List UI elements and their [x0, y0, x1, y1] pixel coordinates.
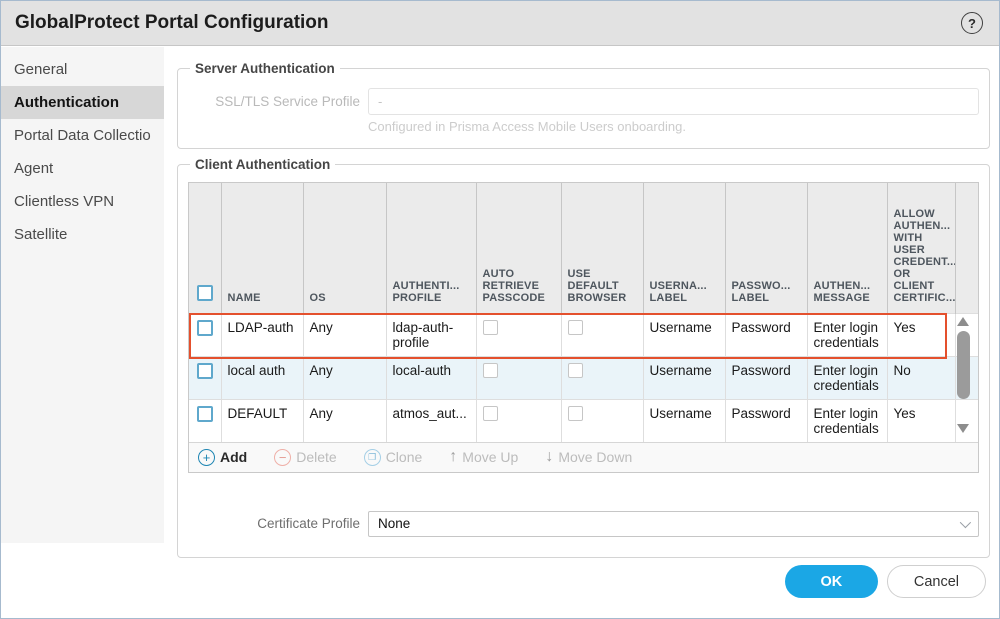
- ssl-tls-service-profile-input[interactable]: [368, 88, 979, 115]
- cell-auth-profile: ldap-auth-profile: [385, 312, 476, 356]
- move-up-button-label: Move Up: [462, 449, 519, 465]
- dialog-titlebar: GlobalProtect Portal Configuration ?: [1, 1, 999, 46]
- client-authentication-section: Client Authentication NAME OS: [177, 157, 990, 558]
- col-header-auto-retrieve-passcode[interactable]: AUTO RETRIEVE PASSCODE: [475, 183, 561, 313]
- certificate-profile-label: Certificate Profile: [257, 516, 360, 531]
- sidebar-item-agent[interactable]: Agent: [14, 160, 54, 177]
- ssl-tls-service-profile-label: SSL/TLS Service Profile: [215, 94, 360, 109]
- delete-button-label: Delete: [296, 449, 337, 465]
- plus-circle-icon: +: [198, 448, 215, 466]
- delete-button[interactable]: − Delete: [274, 448, 337, 466]
- content-panel: Server Authentication SSL/TLS Service Pr…: [164, 47, 999, 618]
- sidebar-item-portal-data-collection[interactable]: Portal Data Collectio: [14, 127, 151, 144]
- scrollbar-thumb[interactable]: [956, 331, 970, 399]
- auto-retrieve-passcode-checkbox[interactable]: [482, 319, 498, 335]
- table-header-row: NAME OS AUTHENTI... PROFILE AUTO RETRIEV…: [189, 183, 978, 313]
- move-up-button[interactable]: ↑ Move Up: [449, 448, 519, 466]
- table-row[interactable]: LDAP-auth Any ldap-auth-profile Username…: [189, 312, 978, 356]
- cell-auth-message: Enter login credentials: [806, 355, 887, 399]
- help-icon[interactable]: ?: [961, 12, 983, 34]
- client-authentication-legend: Client Authentication: [195, 157, 331, 172]
- cell-os: Any: [302, 355, 386, 399]
- cell-allow-auth: Yes: [886, 312, 955, 356]
- col-header-name[interactable]: NAME: [220, 183, 303, 313]
- cell-auth-message: Enter login credentials: [806, 312, 887, 356]
- col-header-password-label[interactable]: PASSWO... LABEL: [724, 183, 807, 313]
- ssl-tls-hint-text: Configured in Prisma Access Mobile Users…: [368, 119, 686, 134]
- clone-button[interactable]: ❐ Clone: [363, 448, 423, 466]
- col-header-auth-message[interactable]: AUTHEN... MESSAGE: [806, 183, 887, 313]
- select-all-checkbox[interactable]: [196, 284, 213, 301]
- scroll-up-arrow-icon[interactable]: [957, 317, 969, 326]
- certificate-profile-select[interactable]: None: [368, 510, 979, 537]
- server-authentication-legend: Server Authentication: [195, 61, 335, 76]
- clone-icon: ❐: [363, 448, 381, 466]
- cell-auth-profile: atmos_aut...: [385, 398, 476, 442]
- server-authentication-section: Server Authentication SSL/TLS Service Pr…: [177, 61, 990, 149]
- add-button-label: Add: [220, 449, 248, 465]
- row-select-checkbox[interactable]: [196, 405, 213, 422]
- cell-name: LDAP-auth: [220, 312, 303, 356]
- col-header-auth-profile[interactable]: AUTHENTI... PROFILE: [385, 183, 476, 313]
- cell-username-label: Username: [642, 355, 725, 399]
- auto-retrieve-passcode-checkbox[interactable]: [482, 405, 498, 421]
- cell-auth-message: Enter login credentials: [806, 398, 887, 442]
- add-button[interactable]: + Add: [198, 448, 248, 466]
- clone-button-label: Clone: [385, 449, 423, 465]
- arrow-down-icon: ↓: [545, 448, 554, 465]
- col-header-allow-auth[interactable]: ALLOW AUTHEN... WITH USER CREDENT... OR …: [886, 183, 955, 313]
- ok-button[interactable]: OK: [784, 565, 878, 598]
- chevron-down-icon: [959, 516, 972, 528]
- row-select-checkbox[interactable]: [196, 362, 213, 379]
- minus-circle-icon: −: [274, 448, 292, 466]
- cell-password-label: Password: [724, 312, 807, 356]
- sidebar-nav: General Authentication Portal Data Colle…: [1, 47, 164, 543]
- cell-name: local auth: [220, 355, 303, 399]
- dialog-title: GlobalProtect Portal Configuration: [15, 12, 329, 33]
- cell-username-label: Username: [642, 398, 725, 442]
- client-auth-table: NAME OS AUTHENTI... PROFILE AUTO RETRIEV…: [188, 182, 979, 473]
- sidebar-item-satellite[interactable]: Satellite: [14, 226, 68, 243]
- col-header-username-label[interactable]: USERNA... LABEL: [642, 183, 725, 313]
- auto-retrieve-passcode-checkbox[interactable]: [482, 362, 498, 378]
- arrow-up-icon: ↑: [449, 448, 458, 465]
- certificate-profile-value: None: [378, 516, 411, 531]
- cell-allow-auth: No: [886, 355, 955, 399]
- table-scrollbar[interactable]: [955, 317, 971, 433]
- use-default-browser-checkbox[interactable]: [567, 319, 583, 335]
- dialog-footer: OK Cancel: [784, 565, 986, 598]
- scroll-down-arrow-icon[interactable]: [957, 424, 969, 433]
- select-all-header-cell: [189, 183, 221, 313]
- help-icon-glyph: ?: [968, 15, 976, 31]
- cancel-button[interactable]: Cancel: [886, 565, 986, 598]
- table-row[interactable]: DEFAULT Any atmos_aut... Username Passwo…: [189, 398, 978, 442]
- cell-username-label: Username: [642, 312, 725, 356]
- move-down-button[interactable]: ↓ Move Down: [545, 448, 633, 466]
- cell-os: Any: [302, 312, 386, 356]
- cell-name: DEFAULT: [220, 398, 303, 442]
- sidebar-item-general[interactable]: General: [14, 61, 68, 78]
- move-down-button-label: Move Down: [558, 449, 633, 465]
- cell-os: Any: [302, 398, 386, 442]
- scrollbar-header-spacer: [954, 183, 978, 313]
- sidebar-item-authentication[interactable]: Authentication: [1, 86, 164, 119]
- cell-password-label: Password: [724, 398, 807, 442]
- use-default-browser-checkbox[interactable]: [567, 362, 583, 378]
- table-row[interactable]: local auth Any local-auth Username Passw…: [189, 355, 978, 399]
- cell-password-label: Password: [724, 355, 807, 399]
- row-select-checkbox[interactable]: [196, 319, 213, 336]
- cell-allow-auth: Yes: [886, 398, 955, 442]
- table-toolbar: + Add − Delete ❐ Clone ↑ Move Up: [189, 441, 978, 472]
- sidebar-item-clientless-vpn[interactable]: Clientless VPN: [14, 193, 115, 210]
- cell-auth-profile: local-auth: [385, 355, 476, 399]
- col-header-use-default-browser[interactable]: USE DEFAULT BROWSER: [560, 183, 643, 313]
- use-default-browser-checkbox[interactable]: [567, 405, 583, 421]
- col-header-os[interactable]: OS: [302, 183, 386, 313]
